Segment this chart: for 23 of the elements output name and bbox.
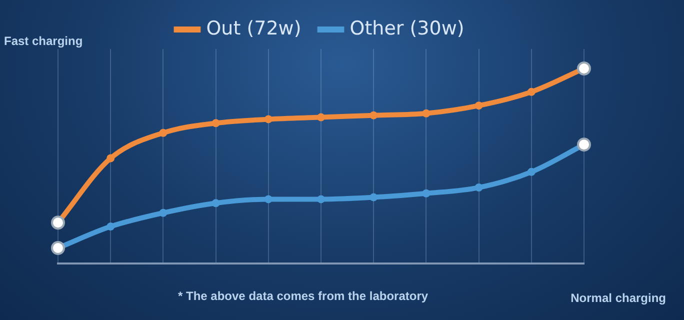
point [159, 208, 168, 217]
point [159, 128, 168, 137]
point [474, 102, 483, 110]
point [212, 199, 220, 208]
point [370, 111, 378, 120]
point [474, 184, 483, 192]
point [106, 154, 115, 162]
point [422, 109, 430, 118]
legend-label: Out (72w) [206, 17, 302, 40]
y-axis-title: Fast charging [4, 34, 83, 48]
point [370, 193, 378, 202]
text: * The above data comes from the laboratory [178, 289, 428, 303]
point [422, 189, 430, 198]
point [264, 115, 272, 124]
point [317, 195, 325, 204]
x-axis-title: Normal charging [570, 291, 666, 305]
legend-label: Other (30w) [350, 17, 464, 40]
point [264, 195, 272, 204]
point [527, 88, 536, 96]
point [106, 222, 115, 231]
point [317, 113, 325, 122]
point [212, 119, 220, 128]
point [527, 168, 536, 176]
